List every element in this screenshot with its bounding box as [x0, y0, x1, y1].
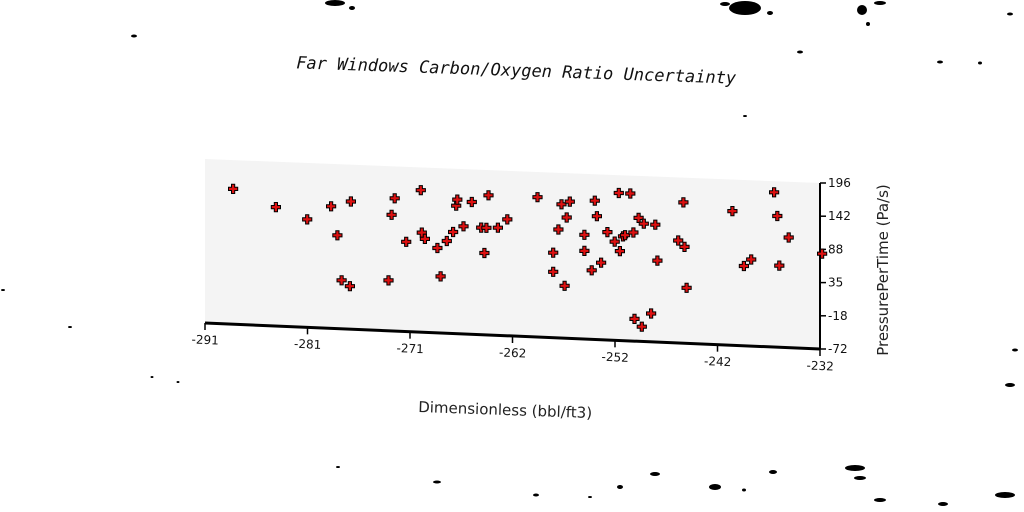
- y-tick-label: 196: [828, 176, 851, 190]
- plot-area: [205, 159, 820, 349]
- y-tick-label: 35: [828, 276, 843, 290]
- x-tick-label: -252: [601, 350, 629, 365]
- y-axis-ticks: 196 142 88 35 -18 -72: [820, 176, 851, 356]
- x-tick-label: -232: [806, 358, 834, 373]
- x-tick-label: -291: [191, 332, 219, 347]
- x-tick-label: -242: [704, 354, 732, 369]
- y-tick-label: -72: [828, 342, 848, 356]
- y-tick-label: -18: [828, 309, 848, 323]
- x-tick-label: -271: [396, 341, 424, 356]
- y-axis-label: PressurePerTime (Pa/s): [874, 184, 892, 356]
- y-tick-label: 88: [828, 242, 843, 256]
- x-tick-label: -262: [499, 345, 527, 360]
- x-tick-label: -281: [294, 337, 322, 352]
- chart-title: Far Windows Carbon/Oxygen Ratio Uncertai…: [296, 53, 737, 88]
- y-tick-label: 142: [828, 209, 851, 223]
- x-axis-label: Dimensionless (bbl/ft3): [418, 398, 592, 422]
